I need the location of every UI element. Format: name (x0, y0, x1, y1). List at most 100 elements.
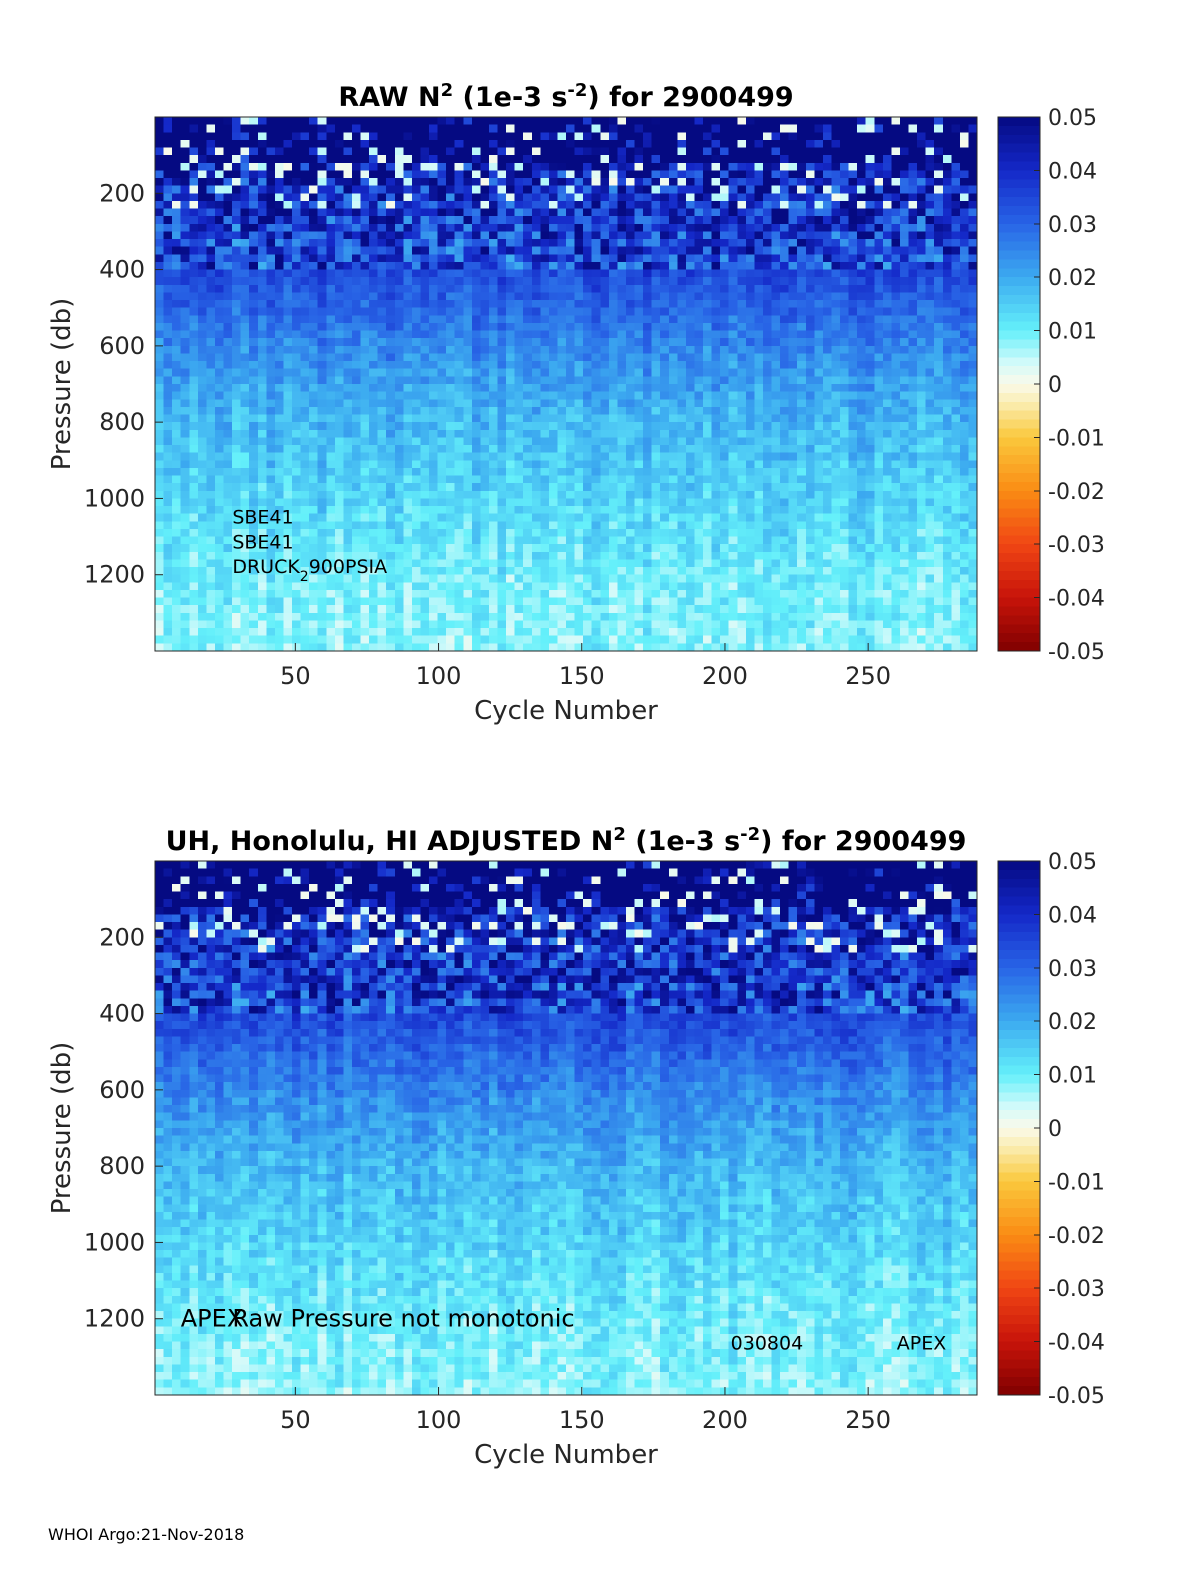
heatmap-cell (488, 246, 499, 255)
heatmap-cell (566, 567, 576, 576)
heatmap-cell (634, 170, 644, 179)
heatmap-cell (677, 193, 687, 202)
heatmap-cell (369, 544, 379, 553)
heatmap-cell (608, 239, 618, 248)
heatmap-cell (403, 254, 413, 263)
heatmap-cell (685, 384, 696, 393)
heatmap-cell (309, 506, 319, 515)
heatmap-cell (583, 384, 593, 393)
heatmap-cell (471, 445, 481, 454)
heatmap-cell (232, 178, 242, 187)
heatmap-cell (394, 567, 404, 576)
heatmap-cell (172, 300, 182, 309)
heatmap-cell (548, 544, 559, 553)
heatmap-cell (317, 223, 327, 233)
heatmap-cell (351, 399, 362, 408)
heatmap-cell (608, 117, 618, 126)
heatmap-cell (240, 269, 250, 278)
heatmap-cell (617, 521, 627, 530)
heatmap-cell (591, 353, 601, 362)
heatmap-cell (172, 643, 182, 652)
heatmap-cell (566, 597, 576, 606)
heatmap-cell (232, 208, 242, 217)
heatmap-cell (557, 254, 567, 263)
heatmap-cell (206, 544, 216, 553)
heatmap-cell (394, 307, 404, 316)
heatmap-cell (172, 506, 182, 515)
heatmap-cell (292, 353, 302, 362)
heatmap-cell (548, 643, 559, 652)
heatmap-cell (309, 544, 319, 553)
heatmap-cell (403, 162, 413, 171)
heatmap-cell (326, 208, 336, 217)
heatmap-cell (480, 155, 490, 164)
heatmap-cell (728, 269, 738, 278)
heatmap-cell (360, 315, 370, 324)
heatmap-cell (685, 117, 696, 126)
heatmap-cell (583, 170, 593, 179)
heatmap-cell (625, 384, 636, 393)
heatmap-cell (411, 490, 422, 500)
heatmap-cell (694, 338, 704, 347)
heatmap-cell (283, 330, 293, 339)
heatmap-cell (548, 620, 559, 629)
heatmap-cell (206, 597, 216, 606)
heatmap-cell (668, 185, 678, 194)
heatmap-cell (206, 406, 216, 416)
heatmap-cell (703, 467, 713, 477)
heatmap-cell (334, 422, 344, 431)
heatmap-cell (668, 208, 678, 217)
heatmap-cell (685, 475, 696, 484)
heatmap-cell (506, 155, 516, 164)
heatmap-cell (608, 384, 618, 393)
heatmap-cell (197, 605, 207, 614)
heatmap-cell (711, 361, 721, 370)
heatmap-cell (574, 216, 584, 225)
heatmap-cell (214, 612, 225, 622)
heatmap-cell (463, 536, 473, 545)
heatmap-cell (540, 582, 550, 591)
heatmap-cell (223, 200, 233, 210)
heatmap-cell (720, 582, 730, 591)
heatmap-cell (292, 254, 302, 263)
heatmap-cell (300, 521, 310, 530)
heatmap-cell (172, 483, 182, 492)
heatmap-cell (471, 269, 481, 278)
heatmap-cell (437, 155, 447, 164)
heatmap-cell (394, 605, 404, 614)
heatmap-cell (240, 643, 250, 652)
heatmap-cell (703, 605, 713, 614)
heatmap-cell (172, 406, 182, 416)
heatmap-cell (326, 361, 336, 370)
heatmap-cell (745, 307, 755, 316)
heatmap-cell (651, 147, 661, 156)
heatmap-cell (625, 528, 636, 538)
heatmap-cell (411, 574, 422, 583)
heatmap-cell (557, 132, 567, 141)
heatmap-cell (334, 292, 344, 301)
heatmap-cell (523, 582, 533, 591)
heatmap-cell (677, 300, 687, 309)
heatmap-cell (266, 284, 276, 294)
heatmap-cell (463, 567, 473, 576)
heatmap-cell (360, 322, 370, 332)
heatmap-cell (625, 284, 636, 294)
heatmap-cell (394, 391, 404, 400)
heatmap-cell (523, 445, 533, 454)
heatmap-cell (694, 353, 704, 362)
heatmap-cell (292, 620, 302, 629)
heatmap-cell (737, 460, 747, 469)
heatmap-cell (429, 475, 439, 484)
heatmap-cell (249, 589, 259, 599)
heatmap-cell (197, 544, 207, 553)
heatmap-cell (514, 170, 524, 179)
heatmap-cell (206, 574, 216, 583)
heatmap-cell (471, 132, 481, 141)
heatmap-cell (240, 216, 250, 225)
heatmap-cell (223, 605, 233, 614)
heatmap-cell (411, 361, 422, 370)
heatmap-cell (694, 307, 704, 316)
heatmap-cell (531, 445, 541, 454)
heatmap-cell (745, 284, 755, 294)
heatmap-cell (437, 361, 447, 370)
